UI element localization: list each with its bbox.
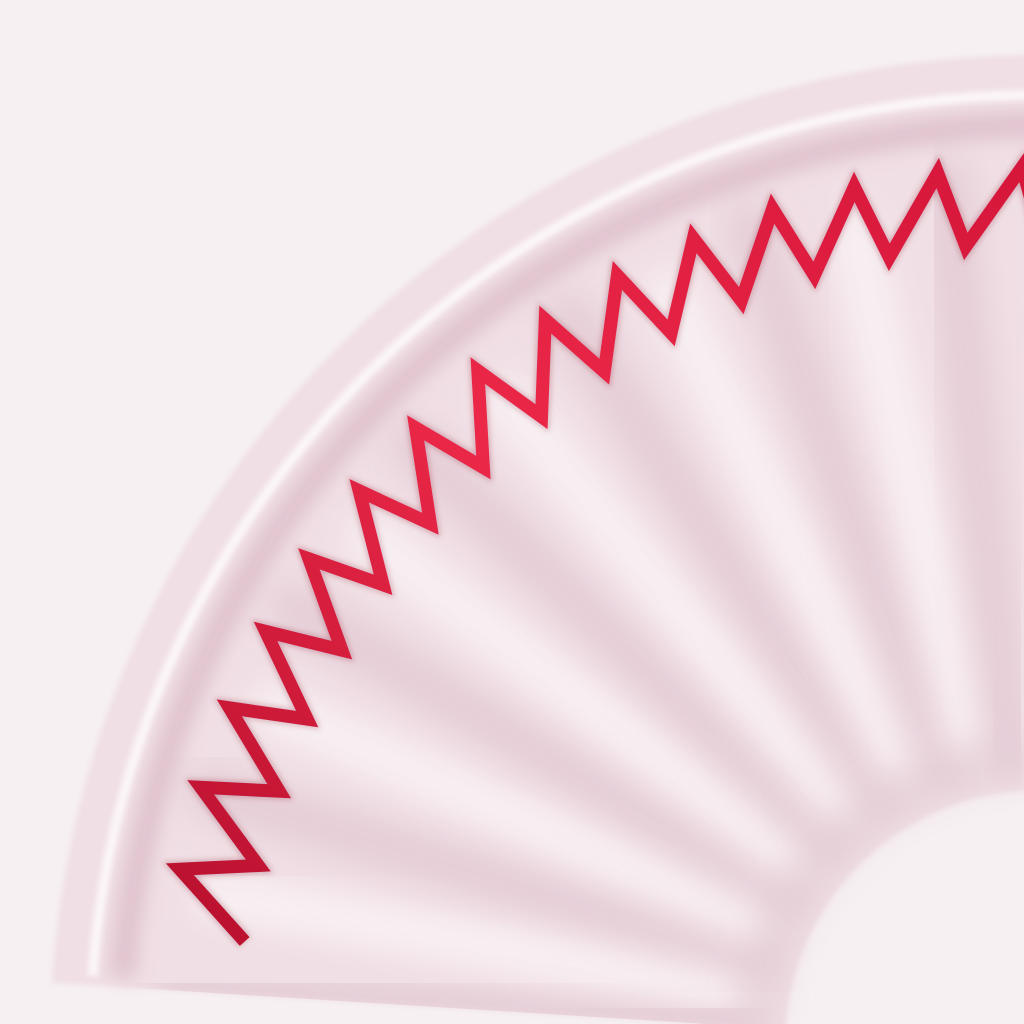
fan-rim-shadow (109, 112, 1024, 980)
fan-rib-shadow (266, 582, 809, 919)
fan-rib-highlight (250, 687, 772, 939)
fan-rib-shadow (184, 768, 781, 982)
zigzag-stitch (162, 150, 1024, 947)
fan-rib-shadow (725, 202, 965, 790)
fan-rib-shadow (923, 157, 1024, 775)
fan-rib-highlight (833, 206, 990, 758)
zigzag-ribbon (165, 153, 1024, 946)
fan-inner-edge-shadow (741, 745, 1024, 1023)
fan-rib-highlight (484, 377, 860, 823)
fan-rib-shadow (388, 420, 850, 865)
fan-rib-highlight (349, 519, 809, 876)
fan-rib-highlight (193, 875, 751, 1009)
fan-rib-shadow (544, 291, 903, 821)
fan-rim-highlight (87, 90, 1024, 977)
fan-rib-highlight (648, 271, 921, 783)
